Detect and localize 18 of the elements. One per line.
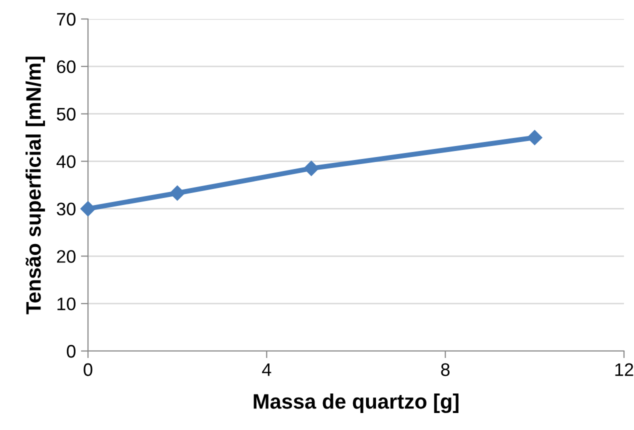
y-tick-label: 60	[57, 60, 76, 74]
point	[304, 160, 319, 176]
y-tick-label: 50	[56, 108, 76, 121]
y-tick-label: 70	[57, 12, 76, 26]
y-tick-label: 20	[57, 250, 76, 263]
x-tick-label: 4	[262, 363, 272, 376]
x-tick-label: 0	[84, 363, 92, 376]
x-tick-label: 12	[615, 363, 634, 376]
y-tick-label: 30	[56, 202, 76, 216]
y-axis-title: Tensão superficial [mN/m]	[26, 56, 45, 314]
point	[527, 130, 542, 146]
point	[170, 185, 185, 201]
point	[80, 201, 96, 216]
y-tick-label: 10	[57, 298, 76, 310]
x-tick-label: 8	[441, 363, 450, 376]
y-tick-label: 0	[66, 344, 76, 358]
x-axis-title: Massa de quartzo [g]	[254, 394, 458, 414]
y-tick-label: 40	[56, 155, 76, 168]
